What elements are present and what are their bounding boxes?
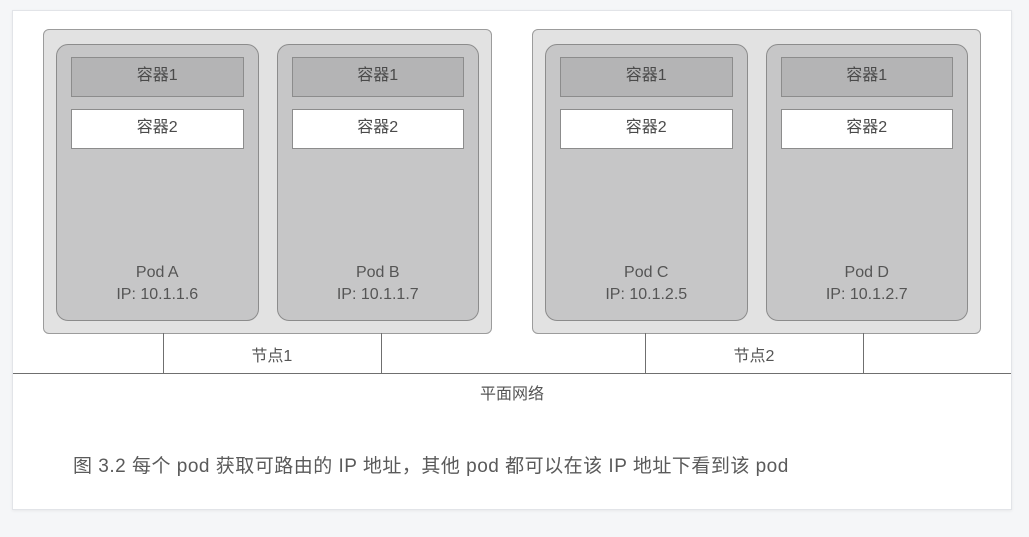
pod-c-ip: IP: 10.1.2.5 [605,284,687,306]
pod-c-container-2: 容器2 [560,109,733,149]
pod-d-ip: IP: 10.1.2.7 [826,284,908,306]
pod-a-container-1: 容器1 [71,57,244,97]
pod-b: 容器1 容器2 Pod B IP: 10.1.1.7 [277,44,480,321]
pod-d-container-2: 容器2 [781,109,954,149]
vline-pod-d [863,333,864,373]
pod-d: 容器1 容器2 Pod D IP: 10.1.2.7 [766,44,969,321]
pod-d-name: Pod D [826,262,908,284]
flat-network-label: 平面网络 [43,380,981,404]
node-2: 容器1 容器2 Pod C IP: 10.1.2.5 容器1 容器2 [532,29,981,334]
vline-pod-a [163,333,164,373]
figure-caption: 图 3.2 每个 pod 获取可路由的 IP 地址，其他 pod 都可以在该 I… [43,451,981,478]
diagram-panel: 容器1 容器2 Pod A IP: 10.1.1.6 容器1 容器2 [12,10,1012,510]
pod-b-container-1: 容器1 [292,57,465,97]
vline-pod-b [381,333,382,373]
vline-pod-c [645,333,646,373]
pod-d-label-block: Pod D IP: 10.1.2.7 [826,262,908,310]
node-1: 容器1 容器2 Pod A IP: 10.1.1.6 容器1 容器2 [43,29,492,334]
pod-b-container-2: 容器2 [292,109,465,149]
pod-c-name: Pod C [605,262,687,284]
node-2-label: 节点2 [734,342,775,366]
pod-c-label-block: Pod C IP: 10.1.2.5 [605,262,687,310]
connectors: 节点1 节点2 [43,334,981,374]
pod-c: 容器1 容器2 Pod C IP: 10.1.2.5 [545,44,748,321]
diagram-area: 容器1 容器2 Pod A IP: 10.1.1.6 容器1 容器2 [43,29,981,429]
outer-frame: 容器1 容器2 Pod A IP: 10.1.1.6 容器1 容器2 [0,0,1029,537]
pod-a-label-block: Pod A IP: 10.1.1.6 [116,262,198,310]
pod-a-container-2: 容器2 [71,109,244,149]
flat-network-line [13,373,1011,374]
pod-a: 容器1 容器2 Pod A IP: 10.1.1.6 [56,44,259,321]
pod-a-name: Pod A [116,262,198,284]
pod-d-container-1: 容器1 [781,57,954,97]
pod-b-name: Pod B [337,262,419,284]
pod-b-ip: IP: 10.1.1.7 [337,284,419,306]
pod-c-container-1: 容器1 [560,57,733,97]
pod-a-ip: IP: 10.1.1.6 [116,284,198,306]
nodes-row: 容器1 容器2 Pod A IP: 10.1.1.6 容器1 容器2 [43,29,981,334]
pod-b-label-block: Pod B IP: 10.1.1.7 [337,262,419,310]
node-1-label: 节点1 [251,342,292,366]
